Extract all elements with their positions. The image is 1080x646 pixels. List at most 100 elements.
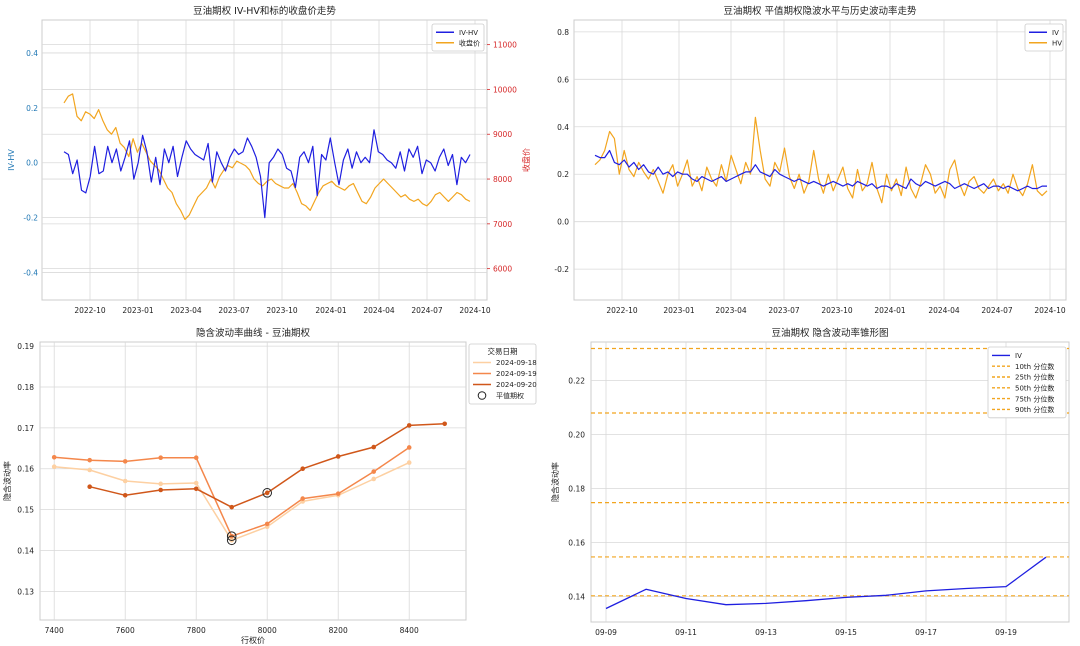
- legend-label: 2024-09-18: [496, 359, 537, 367]
- panel-iv-hv-price: -0.4 -0.2 0.0 0.2 0.4 6000 7000 8000 9000 10000 11…: [7, 5, 531, 315]
- x-tick-label: 2023-07: [768, 306, 800, 315]
- x-tick-label: 09-11: [675, 628, 697, 637]
- y-tick-label: 0.20: [568, 430, 585, 439]
- x-tick-label: 2023-04: [715, 306, 747, 315]
- data-point: [158, 481, 163, 487]
- panel-iv-smile: 0.13 0.14 0.15 0.16 0.17 0.18 0.19 7400 7600 7800…: [2, 327, 537, 645]
- series-iv: [605, 556, 1047, 610]
- x-tick-label: 09-13: [755, 628, 777, 637]
- y-tick-label: 0.0: [557, 218, 569, 227]
- data-point: [87, 457, 92, 463]
- legend-label: IV: [1015, 352, 1022, 360]
- chart-title: 豆油期权 隐含波动率锥形图: [771, 327, 888, 339]
- data-point: [371, 444, 377, 450]
- chart-title: 豆油期权 平值期权隐波水平与历史波动率走势: [723, 5, 917, 17]
- data-point: [87, 467, 92, 473]
- x-tick-label: 2023-01: [122, 306, 154, 315]
- y-tick-label: 0.18: [568, 484, 585, 493]
- y-axis-label: 隐含波动率: [550, 462, 560, 502]
- legend-box: [987, 346, 1067, 419]
- atm-marker: [226, 531, 237, 541]
- x-tick-label: 2023-01: [663, 306, 695, 315]
- legend-label: 50th 分位数: [1015, 384, 1054, 393]
- y-tick-label: 0.0: [26, 159, 38, 168]
- x-tick-label: 2023-10: [266, 306, 298, 315]
- data-point: [371, 469, 377, 474]
- legend-title: 交易日期: [488, 346, 518, 356]
- legend-box: [468, 343, 537, 405]
- legend-label: 10th 分位数: [1015, 362, 1054, 371]
- x-tick-label: 8000: [258, 626, 277, 635]
- y-tick-label: 0.2: [26, 104, 38, 113]
- legend-box: [431, 23, 485, 52]
- y-tick-label: 0.16: [17, 465, 34, 474]
- x-tick-label: 2024-04: [363, 306, 395, 315]
- data-point: [335, 491, 341, 496]
- legend-label: HV: [1052, 39, 1062, 47]
- y-tick-label: 0.14: [17, 547, 34, 556]
- y2-tick-label: 8000: [493, 175, 512, 184]
- data-point: [442, 421, 448, 427]
- legend-label: IV-HV: [459, 29, 478, 37]
- data-point: [300, 466, 306, 472]
- y2-tick-label: 7000: [493, 220, 512, 229]
- data-point: [193, 455, 199, 460]
- data-point: [122, 493, 128, 498]
- y-axis-label: IV-HV: [7, 149, 16, 171]
- x-tick-label: 2023-07: [218, 306, 250, 315]
- x-tick-label: 09-09: [595, 628, 617, 637]
- legend-label: 收盘价: [459, 38, 480, 47]
- y-tick-label: 0.17: [17, 424, 34, 433]
- x-tick-label: 2023-10: [821, 306, 853, 315]
- series-hv: [594, 116, 1048, 204]
- chart-title: 豆油期权 IV-HV和标的收盘价走势: [193, 5, 336, 17]
- data-point: [406, 423, 412, 428]
- data-point: [158, 487, 163, 493]
- legend-label: 2024-09-19: [496, 370, 537, 378]
- atm-marker: [262, 488, 273, 498]
- x-tick-label: 2022-10: [74, 306, 106, 315]
- x-tick-label: 7800: [187, 626, 206, 635]
- y-tick-label: 0.14: [568, 592, 585, 601]
- data-point: [51, 454, 57, 460]
- series-iv: [594, 149, 1047, 192]
- data-point: [264, 490, 270, 496]
- data-point: [193, 486, 199, 492]
- legend-box: [1024, 23, 1064, 52]
- x-tick-label: 2024-07: [411, 306, 443, 315]
- y2-tick-label: 9000: [493, 130, 512, 139]
- y2-tick-label: 11000: [493, 41, 517, 50]
- x-tick-label: 09-17: [915, 628, 937, 637]
- y-tick-label: 0.2: [557, 170, 569, 179]
- plot-area: [573, 19, 1067, 301]
- x-tick-label: 2024-01: [874, 306, 906, 315]
- data-point: [122, 459, 128, 464]
- series-close-price: [63, 93, 471, 220]
- y2-tick-label: 6000: [493, 265, 512, 274]
- legend-label: 90th 分位数: [1015, 405, 1054, 414]
- data-point: [264, 521, 270, 527]
- x-tick-label: 2024-01: [315, 306, 347, 315]
- x-tick-label: 2024-04: [928, 306, 960, 315]
- data-point: [335, 454, 341, 459]
- y-axis-label: 隐含波动率: [2, 461, 12, 501]
- plot-area: [39, 341, 467, 621]
- atm-marker: [226, 535, 237, 546]
- series-iv-hv: [63, 129, 471, 219]
- legend-label: 25th 分位数: [1015, 373, 1054, 382]
- y-tick-label: 0.8: [557, 28, 569, 37]
- x-tick-label: 09-15: [835, 628, 857, 637]
- data-point: [122, 478, 128, 484]
- y-tick-label: 0.6: [557, 75, 569, 84]
- x-tick-label: 2024-10: [459, 306, 491, 315]
- data-point: [406, 445, 412, 450]
- y-tick-label: 0.4: [26, 49, 38, 58]
- data-point: [300, 496, 306, 501]
- y-tick-label: 0.22: [568, 376, 585, 385]
- x-tick-label: 8400: [400, 626, 419, 635]
- legend-marker-atm: [477, 391, 487, 400]
- data-point: [51, 464, 57, 469]
- data-point: [229, 504, 234, 510]
- x-tick-label: 8200: [329, 626, 348, 635]
